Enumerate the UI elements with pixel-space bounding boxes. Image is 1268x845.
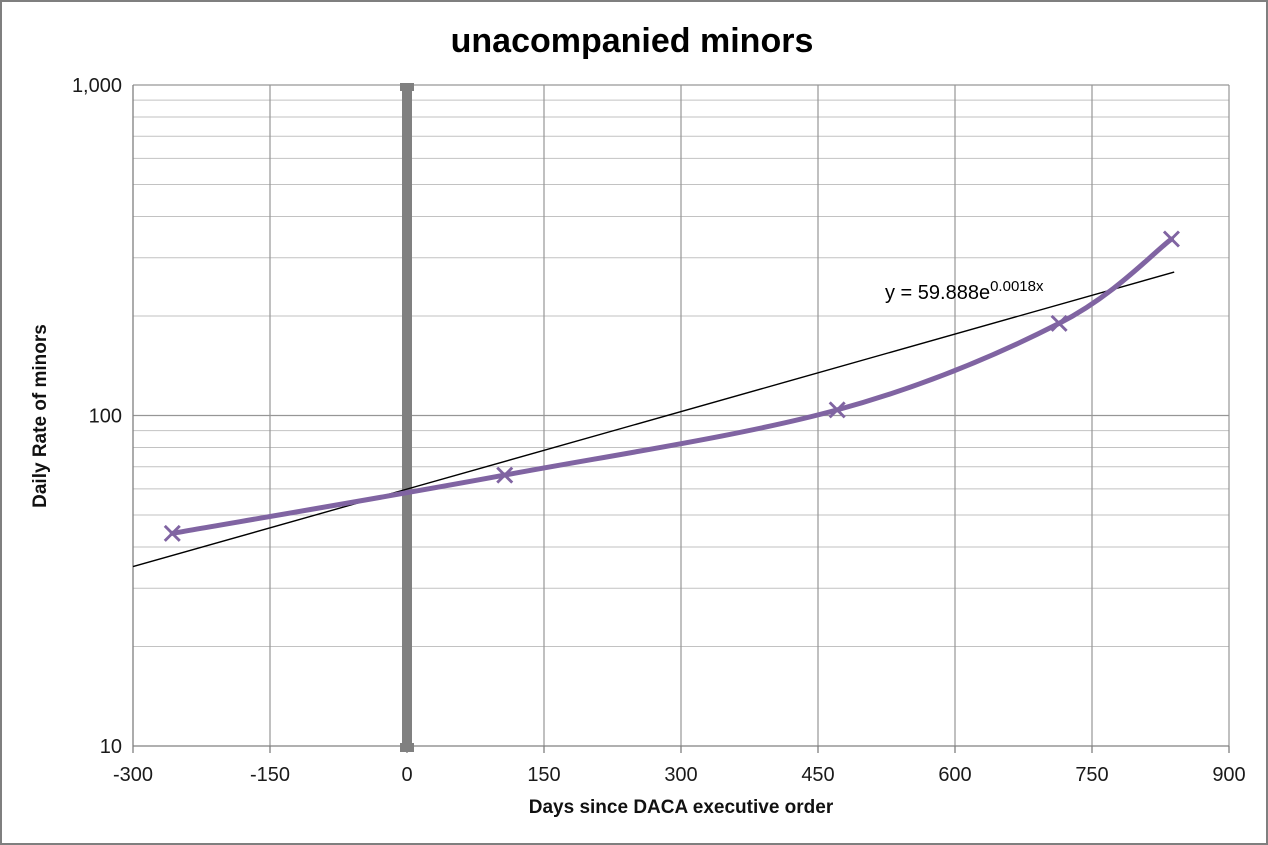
x-tick-label: 0 — [401, 764, 412, 786]
x-tick-label: -150 — [250, 764, 290, 786]
data-point-marker-x — [1162, 230, 1180, 248]
data-point-marker-x — [496, 466, 514, 484]
x-axis-title: Days since DACA executive order — [529, 797, 834, 818]
reference-line-group — [400, 83, 414, 752]
trendline-equation-exponent: 0.0018x — [990, 278, 1044, 295]
trendline — [132, 271, 1175, 568]
y-tick-label: 100 — [89, 406, 122, 428]
x-tick-labels: -300 -150 0 150 300 450 600 750 900 — [113, 764, 1246, 786]
x-tick-label: 600 — [938, 764, 971, 786]
axes — [132, 85, 1230, 753]
data-point-marker-x — [1050, 314, 1068, 332]
x-tick-label: -300 — [113, 764, 153, 786]
series-line — [169, 236, 1174, 536]
y-tick-labels: 10 100 1,000 — [72, 75, 122, 758]
trendline-equation-base: y = 59.888e — [885, 282, 990, 304]
y-axis-title: Daily Rate of minors — [30, 324, 51, 508]
trendline-equation: y = 59.888e0.0018x — [885, 278, 1044, 304]
data-point-marker-x — [828, 401, 846, 419]
series-group — [163, 230, 1180, 542]
data-point-marker-x — [163, 524, 181, 542]
gridlines — [133, 84, 1230, 746]
y-tick-label: 1,000 — [72, 75, 122, 97]
chart-title: unacompanied minors — [451, 22, 814, 60]
x-tick-label: 900 — [1212, 764, 1245, 786]
x-tick-label: 300 — [664, 764, 697, 786]
x-tick-label: 750 — [1075, 764, 1108, 786]
reference-line-top-cap — [400, 83, 414, 91]
x-tick-label: 450 — [801, 764, 834, 786]
trendline-group — [132, 271, 1175, 568]
daca-day-zero-reference-line — [402, 83, 412, 752]
x-tick-label: 150 — [527, 764, 560, 786]
y-tick-label: 10 — [100, 736, 122, 758]
